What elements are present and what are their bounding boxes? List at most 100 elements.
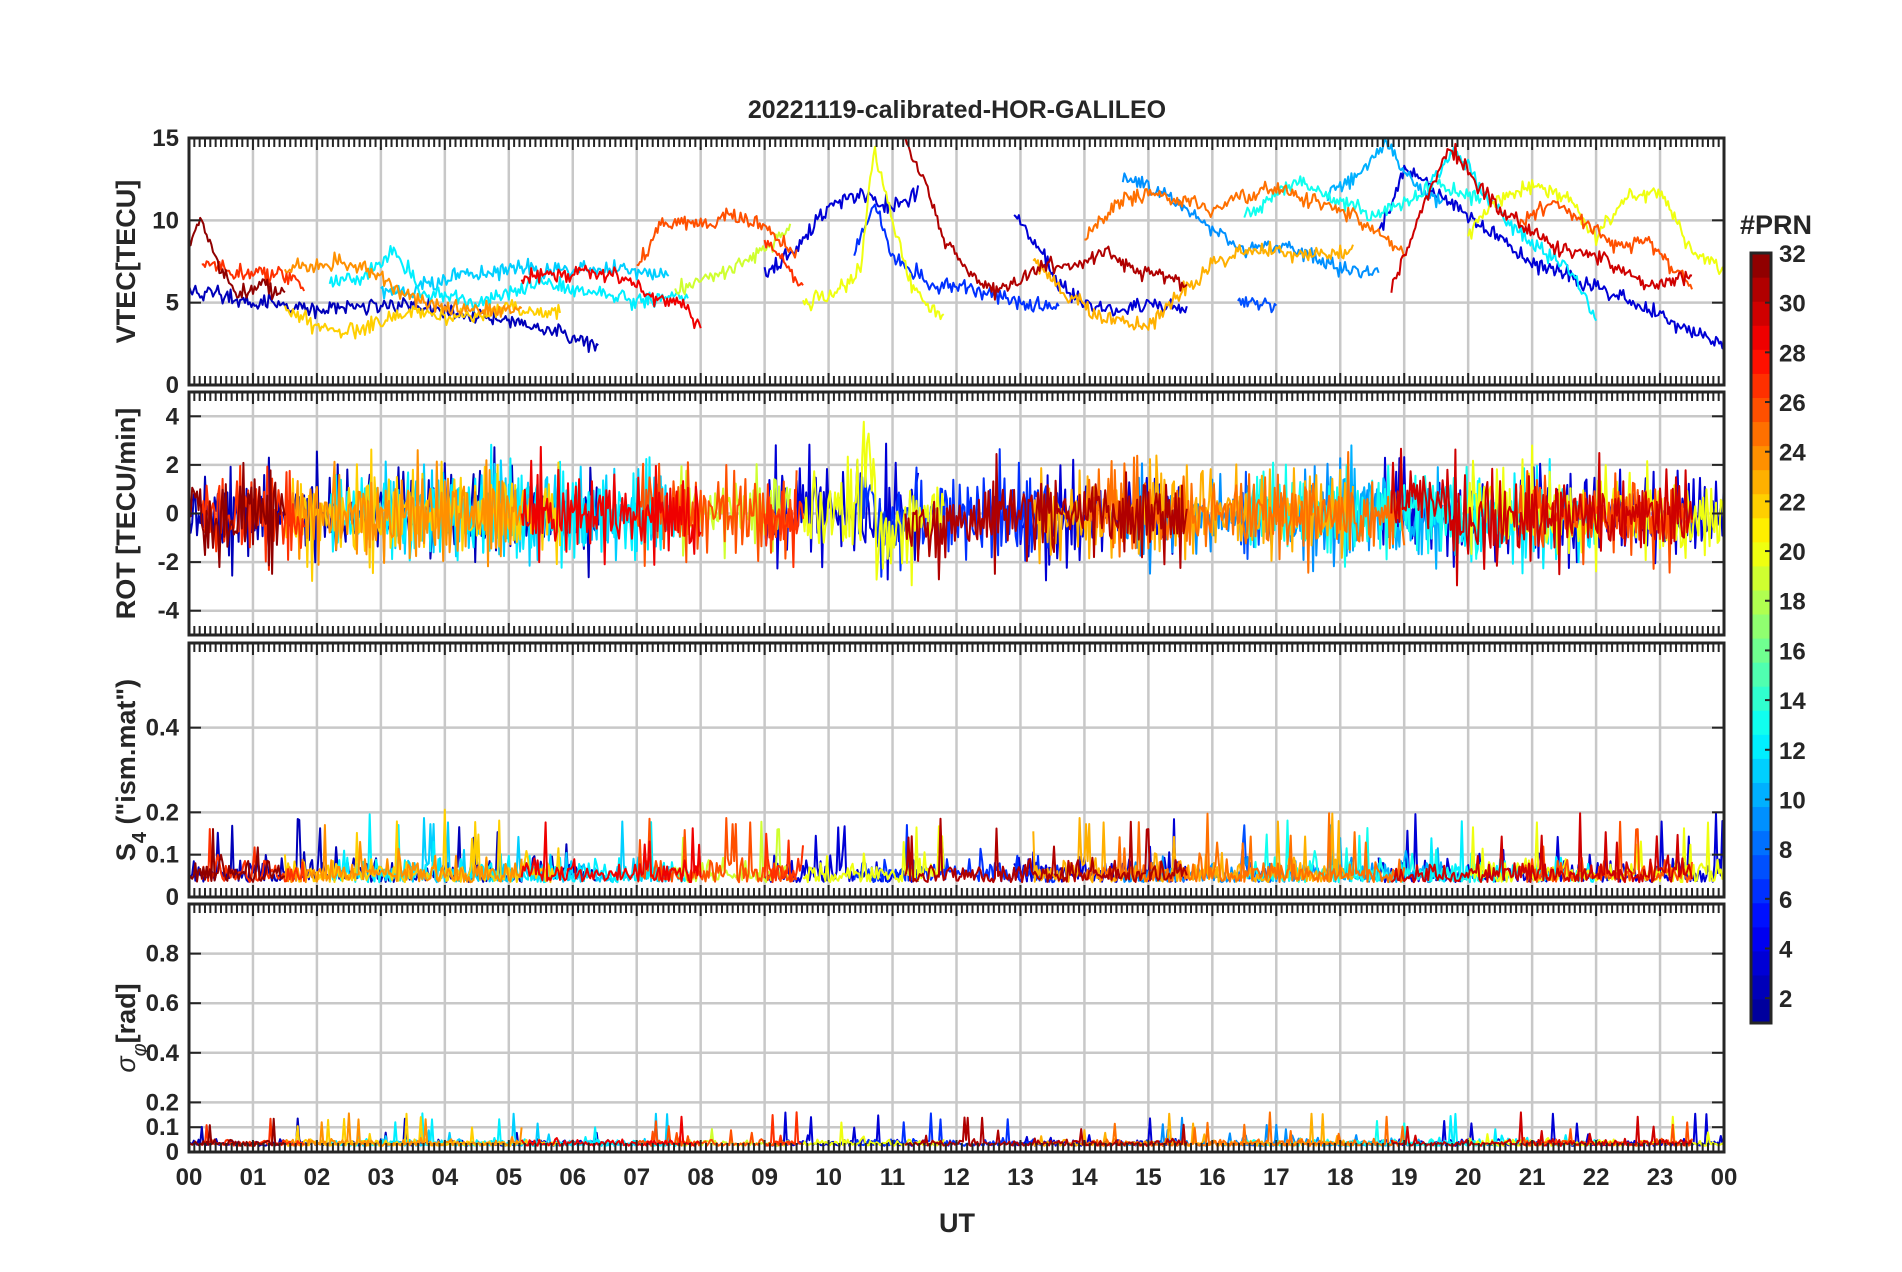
y-tick-label: 0 — [166, 372, 179, 399]
y-axis-label: σφ[rad] — [111, 983, 151, 1072]
series-prn-9 — [1121, 172, 1380, 279]
x-tick-label: 19 — [1391, 1164, 1418, 1191]
y-tick-label: 0 — [166, 1139, 179, 1166]
series-prn-6 — [853, 203, 1060, 313]
series-prn-30 — [1390, 447, 1693, 587]
series-prn-23 — [1032, 812, 1354, 884]
y-tick-label: 0.6 — [146, 990, 179, 1017]
colorbar-tick-label: 4 — [1779, 936, 1793, 963]
series-prn-22 — [283, 299, 561, 340]
colorbar-segment — [1751, 613, 1771, 639]
series-prn-32 — [189, 828, 285, 883]
x-ticks — [188, 904, 1725, 1152]
y-tick-label: 5 — [166, 290, 179, 317]
y-tick-label: 0.1 — [146, 1114, 179, 1141]
series-prn-27 — [764, 1111, 804, 1147]
y-axis-label: ROT [TECU/min] — [111, 408, 141, 619]
y-tick-label: 0.4 — [146, 1040, 180, 1067]
colorbar-segment — [1751, 517, 1771, 543]
series-prn-25 — [1084, 451, 1406, 574]
y-ticks: 00.10.2 0.4 0.6 0.8 — [146, 941, 1724, 1166]
series-prn-20 — [802, 145, 945, 321]
colorbar-tick-label: 22 — [1779, 489, 1806, 516]
y-axis-label-sub: φ — [129, 1043, 151, 1056]
colorbar-segment — [1751, 830, 1771, 856]
colorbar-segment — [1751, 974, 1771, 1000]
x-tick-label: 18 — [1327, 1164, 1354, 1191]
x-ticks — [188, 643, 1725, 897]
colorbar-segment — [1751, 565, 1771, 591]
colorbar-tick-label: 12 — [1779, 738, 1806, 765]
x-ticks — [188, 138, 1725, 385]
series-prn-26 — [636, 207, 798, 267]
colorbar-segment — [1751, 445, 1771, 471]
colorbar-segment — [1751, 397, 1771, 423]
series-prn-26 — [1518, 820, 1693, 883]
series-prn-27 — [763, 832, 804, 884]
colorbar-tick-label: 14 — [1779, 688, 1806, 715]
series-group — [189, 138, 1724, 353]
y-ticks: 0 0.1 0.2 0.4 — [146, 715, 1724, 911]
x-tick-label: 02 — [304, 1164, 331, 1191]
colorbar-box — [1749, 251, 1773, 1025]
x-tick-label: 09 — [751, 1164, 778, 1191]
series-prn-20 — [802, 825, 945, 884]
colorbar-tick-label: 10 — [1779, 787, 1806, 814]
y-axis-label-main: S — [111, 843, 141, 861]
colorbar-segment — [1751, 878, 1771, 904]
series-prn-12 — [1429, 146, 1597, 322]
series-prn-29 — [520, 821, 702, 883]
x-tick-label: 03 — [368, 1164, 395, 1191]
series-prn-20 — [802, 420, 945, 587]
series-prn-22 — [283, 448, 561, 582]
colorbar-tick-label: 30 — [1779, 291, 1806, 318]
colorbar-segment — [1751, 998, 1771, 1024]
x-tick-label: 22 — [1583, 1164, 1610, 1191]
colorbar-segment — [1751, 349, 1771, 374]
colorbar-tick-label: 20 — [1779, 539, 1806, 566]
series-prn-3 — [1013, 214, 1188, 317]
y-tick-label: 0 — [166, 501, 179, 528]
series-prn-32 — [189, 461, 286, 575]
x-tick-label: 15 — [1135, 1164, 1162, 1191]
colorbar-tick-label: 28 — [1779, 340, 1806, 367]
x-tick-label: 11 — [880, 1164, 905, 1191]
series-prn-24 — [283, 251, 523, 318]
series-prn-29 — [520, 264, 702, 330]
colorbar-tick-label: 32 — [1779, 241, 1806, 268]
series-prn-11 — [380, 257, 670, 300]
x-axis-label: UT — [939, 1208, 975, 1238]
series-prn-13 — [1243, 175, 1482, 222]
x-tick-label: 20 — [1455, 1164, 1482, 1191]
x-tick-label: 08 — [687, 1164, 714, 1191]
colorbar-segment — [1751, 638, 1771, 663]
x-tick-label: 04 — [431, 1164, 458, 1191]
series-prn-24 — [283, 824, 523, 884]
x-tick-label: 17 — [1263, 1164, 1290, 1191]
series-prn-31 — [904, 817, 1188, 884]
colorbar-segment — [1751, 662, 1771, 687]
x-tick-label: 13 — [1007, 1164, 1034, 1191]
y-axis-label-rest: [rad] — [111, 983, 141, 1043]
y-axis-label-sub: 4 — [129, 831, 151, 843]
panel-rot: -4 -2 0 2 4 ROT [TECU/min] — [111, 390, 1726, 637]
y-ticks: -4 -2 0 2 4 — [158, 403, 1724, 625]
colorbar-segment — [1751, 253, 1771, 278]
x-tick-label: 23 — [1647, 1164, 1674, 1191]
x-tick-label: 07 — [623, 1164, 650, 1191]
y-tick-label: -2 — [158, 549, 179, 576]
series-prn-32 — [189, 216, 286, 301]
series-prn-30 — [1390, 142, 1693, 293]
colorbar-segment — [1751, 758, 1771, 783]
series-prn-27 — [763, 483, 804, 569]
series-prn-3 — [1377, 164, 1724, 350]
colorbar-tick-label: 18 — [1779, 589, 1806, 616]
x-tick-label: 21 — [1519, 1164, 1546, 1191]
y-axis-label: S4 ("ism.mat") — [111, 679, 151, 861]
colorbar-segment — [1751, 854, 1771, 880]
series-prn-31 — [904, 1116, 1188, 1147]
y-tick-label: -4 — [158, 598, 180, 625]
y-tick-label: 0.4 — [146, 715, 180, 742]
